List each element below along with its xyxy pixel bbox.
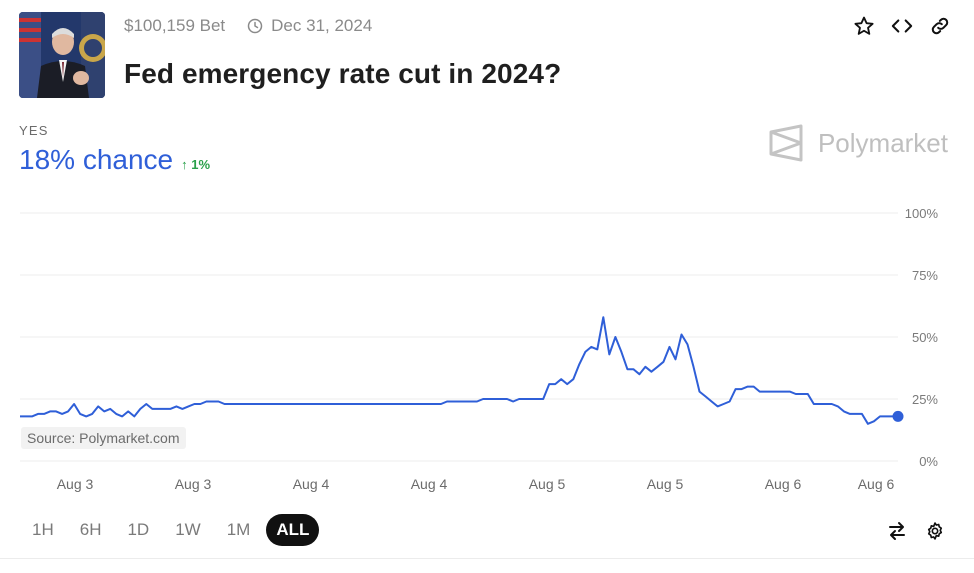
chart-source: Source: Polymarket.com <box>21 427 186 449</box>
chance-change: ↑ 1% <box>181 157 211 172</box>
market-thumbnail <box>19 12 105 98</box>
clock-icon <box>247 18 263 34</box>
chart-settings-button[interactable] <box>924 520 946 542</box>
market-end-date: Dec 31, 2024 <box>247 16 372 36</box>
market-title: Fed emergency rate cut in 2024? <box>124 58 562 89</box>
range-button-6h[interactable]: 6H <box>79 520 102 539</box>
x-tick-label: Aug 5 <box>647 476 684 492</box>
x-tick-label: Aug 4 <box>293 476 330 492</box>
favorite-button[interactable] <box>852 14 876 38</box>
y-tick-label: 25% <box>912 392 938 407</box>
x-tick-label: Aug 6 <box>765 476 802 492</box>
embed-button[interactable] <box>890 14 914 38</box>
end-date-text: Dec 31, 2024 <box>271 16 373 35</box>
x-tick-label: Aug 3 <box>175 476 212 492</box>
polymarket-brand: Polymarket <box>768 124 948 162</box>
star-icon <box>854 16 874 35</box>
time-range-selector: 1H 6H 1D 1W 1M ALL <box>22 514 320 546</box>
settings-gear-icon <box>927 522 943 540</box>
market-thumbnail-image <box>19 12 105 98</box>
swap-arrows-icon <box>889 522 905 540</box>
outcome-label: YES <box>19 123 49 138</box>
chart-tools <box>886 520 946 542</box>
price-chart[interactable]: 100% 75% 50% 25% 0% Aug 3 Aug 3 Aug 4 Aug 4 Aug 5… <box>0 195 974 495</box>
range-button-all[interactable]: ALL <box>266 514 320 546</box>
current-price-dot <box>892 410 904 422</box>
y-tick-label: 75% <box>912 268 938 283</box>
market-volume: $100,159 Bet <box>124 16 226 35</box>
bottom-divider <box>0 558 974 559</box>
range-button-1m[interactable]: 1M <box>226 520 251 539</box>
y-tick-label: 50% <box>912 330 938 345</box>
embed-code-icon <box>891 19 913 33</box>
y-tick-label: 100% <box>905 206 939 221</box>
range-button-1d[interactable]: 1D <box>127 520 150 539</box>
chance-value: 18% chance <box>19 144 174 175</box>
price-series-line <box>20 316 898 425</box>
brand-name: Polymarket <box>817 127 948 158</box>
range-button-1h[interactable]: 1H <box>32 520 54 539</box>
y-tick-label: 0% <box>919 454 938 469</box>
x-tick-label: Aug 6 <box>858 476 895 492</box>
header-actions <box>852 14 952 38</box>
polymarket-logo-icon <box>769 124 803 162</box>
swap-outcome-button[interactable] <box>886 520 908 542</box>
copy-link-button[interactable] <box>928 14 952 38</box>
x-tick-label: Aug 3 <box>57 476 94 492</box>
market-meta: $100,159 Bet Dec 31, 2024 <box>124 16 372 36</box>
link-icon <box>931 17 949 35</box>
outcome-chance-row: 18% chance ↑ 1% <box>19 144 210 176</box>
range-button-1w[interactable]: 1W <box>175 520 201 539</box>
x-tick-label: Aug 5 <box>529 476 566 492</box>
x-tick-label: Aug 4 <box>411 476 448 492</box>
